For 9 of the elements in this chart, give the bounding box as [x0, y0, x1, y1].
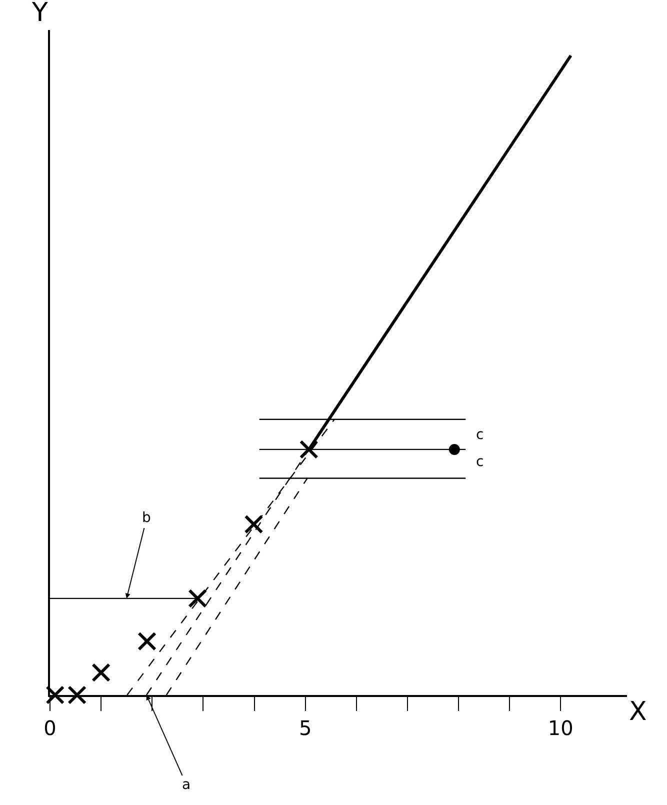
annotation: c [476, 427, 484, 443]
x-axis-title: X [629, 697, 647, 727]
annotation: a [182, 777, 191, 793]
x-tick-label: 5 [298, 716, 312, 740]
x-tick-label: 10 [548, 716, 574, 740]
annotation: c [476, 454, 484, 470]
annotation: b [142, 510, 151, 526]
y-axis-title: Y [31, 0, 48, 28]
x-tick-label: 0 [44, 716, 56, 740]
